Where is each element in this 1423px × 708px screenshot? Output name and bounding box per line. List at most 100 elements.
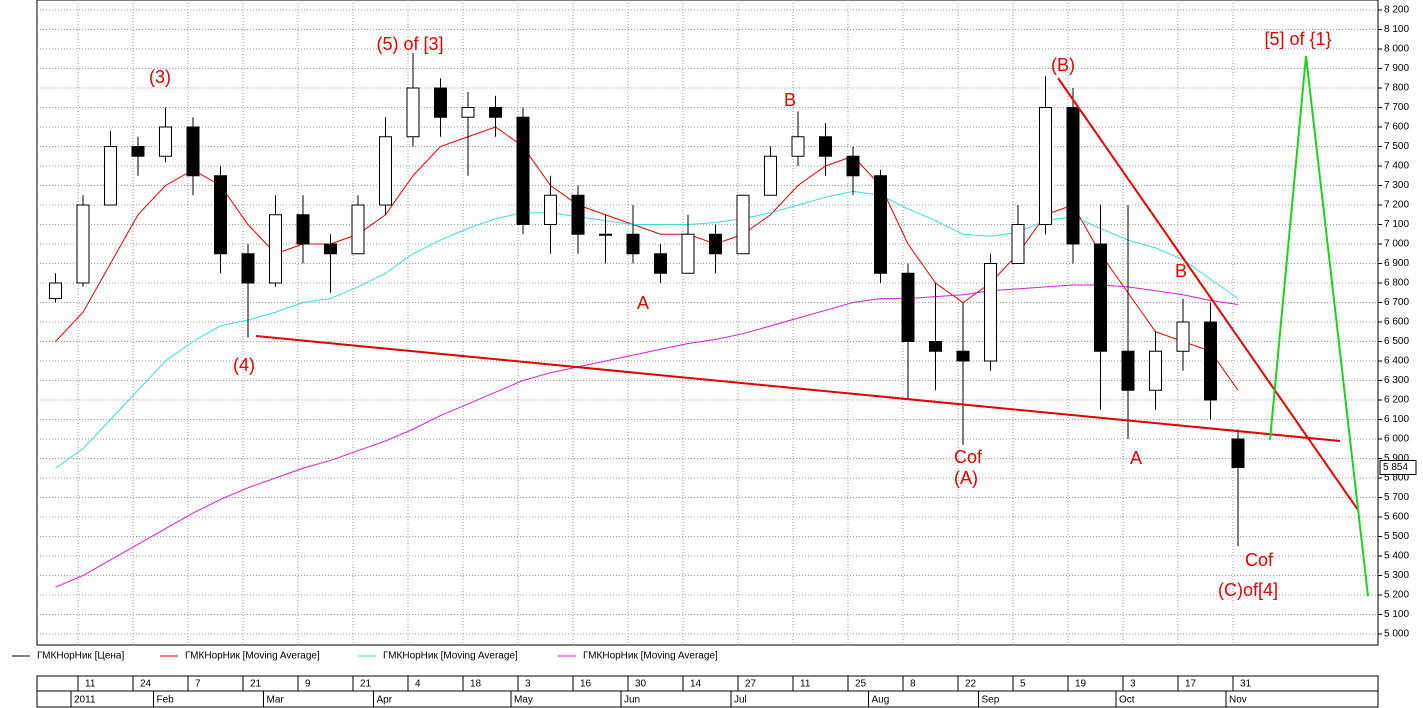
candle-body	[461, 107, 475, 118]
candles	[49, 52, 1245, 547]
candle-body	[901, 272, 915, 342]
month-label: Mar	[267, 695, 285, 706]
y-tick-label: 5 400	[1384, 551, 1409, 562]
y-tick-label: 7 400	[1384, 161, 1409, 172]
ma-line	[55, 284, 1239, 588]
candle-body	[76, 204, 90, 284]
legend-label: ГМКНорНик [Moving Average]	[185, 651, 320, 662]
x-tick-label: 21	[250, 679, 262, 690]
date-axis: 11 24 7 21 9 21 4 18 3 16 30 14 27 11 25 8 22 5 19 3 17 31 201…	[36, 675, 1379, 708]
y-tick-label: 5 300	[1384, 570, 1409, 581]
candle-body	[846, 155, 860, 177]
candle-body	[819, 136, 832, 157]
x-tick-label: 14	[690, 679, 702, 690]
candle-body	[599, 233, 612, 236]
x-tick-label: 11	[85, 679, 96, 690]
y-tick-label: 5 100	[1384, 609, 1409, 620]
trend-lines	[255, 55, 1369, 597]
candle-body	[241, 253, 255, 284]
month-label: Nov	[1229, 695, 1247, 706]
candle-body	[159, 126, 172, 157]
x-tick-label: 27	[745, 679, 757, 690]
y-tick-label: 5 500	[1384, 531, 1409, 542]
candle-body	[874, 175, 887, 274]
wave-label: (C)of[4]	[1218, 580, 1278, 600]
last-price-label: 5 854	[1383, 462, 1408, 473]
wave-label: (4)	[233, 355, 255, 375]
y-tick-label: 8 000	[1384, 44, 1409, 55]
month-label: Aug	[872, 695, 890, 706]
wave-label: (3)	[149, 67, 171, 87]
candle-body	[709, 233, 722, 255]
y-tick-label: 7 700	[1384, 102, 1409, 113]
y-tick-label: 7 300	[1384, 180, 1409, 191]
candle-body	[351, 204, 365, 255]
y-tick-label: 7 600	[1384, 122, 1409, 133]
y-tick-label: 7 800	[1384, 83, 1409, 94]
y-tick-label: 7 500	[1384, 141, 1409, 152]
x-tick-label: 30	[635, 679, 647, 690]
candle-body	[296, 214, 310, 245]
candle-body	[654, 253, 667, 274]
y-tick-label: 6 900	[1384, 258, 1409, 269]
x-tick-label: 16	[580, 679, 592, 690]
y-tick-label: 6 500	[1384, 336, 1409, 347]
month-label: May	[514, 695, 533, 706]
y-tick-label: 7 100	[1384, 219, 1409, 230]
y-tick-label: 5 000	[1384, 629, 1409, 640]
candle-body	[1204, 321, 1217, 401]
month-label: Jun	[624, 695, 640, 706]
candle-body	[1011, 224, 1025, 264]
y-tick-label: 5 600	[1384, 512, 1409, 523]
candle-body	[1066, 107, 1080, 245]
candle-body	[186, 126, 200, 177]
candle-body	[379, 136, 392, 206]
candle-body	[269, 214, 282, 284]
candle-body	[434, 87, 447, 118]
month-label: 2011	[74, 695, 96, 706]
y-tick-label: 5 900	[1384, 453, 1409, 464]
x-tick-label: 24	[140, 679, 152, 690]
wave-label: A	[1130, 448, 1142, 468]
x-tick-label: 5	[1020, 679, 1026, 690]
y-tick-label: 6 600	[1384, 317, 1409, 328]
candle-body	[791, 136, 805, 157]
trend-line	[255, 335, 1341, 442]
x-tick-label: 21	[360, 679, 372, 690]
candle-body	[214, 175, 227, 255]
x-tick-label: 31	[1240, 679, 1252, 690]
month-label: Oct	[1119, 695, 1135, 706]
candle-body	[1149, 350, 1162, 391]
wave-label: Cof	[954, 447, 983, 467]
wave-label: Cof	[1245, 550, 1274, 570]
y-tick-label: 6 100	[1384, 414, 1409, 425]
candle-body	[1176, 321, 1190, 352]
candle-body	[544, 194, 557, 225]
month-label: Feb	[157, 695, 175, 706]
x-tick-label: 3	[525, 679, 531, 690]
x-tick-label: 18	[470, 679, 482, 690]
x-tick-label: 4	[415, 679, 421, 690]
grid	[37, 0, 1378, 645]
wave-label: (A)	[954, 468, 978, 488]
candle-body	[49, 282, 62, 300]
x-tick-label: 3	[1130, 679, 1136, 690]
y-tick-label: 5 800	[1384, 473, 1409, 484]
month-label: Sep	[982, 695, 1000, 706]
candle-body	[626, 233, 640, 255]
last-price-box	[1379, 459, 1417, 475]
legend: ГМКНорНик [Цена] ГМКНорНик [Moving Averag…	[12, 651, 718, 662]
plot-frame	[36, 0, 1379, 646]
y-tick-label: 8 100	[1384, 24, 1409, 35]
candle-body	[406, 87, 420, 138]
legend-label: ГМКНорНик [Цена]	[37, 651, 124, 662]
candle-body	[681, 233, 695, 274]
candle-body	[929, 341, 942, 352]
candle-body	[131, 146, 145, 157]
y-tick-label: 6 400	[1384, 356, 1409, 367]
y-tick-label: 8 200	[1384, 5, 1409, 16]
wave-label: B	[1175, 261, 1187, 281]
x-tick-label: 17	[1185, 679, 1197, 690]
y-axis: 5 000 5 100 5 200 5 300 5 400 5 500 5 600 5 700…	[1378, 5, 1409, 640]
